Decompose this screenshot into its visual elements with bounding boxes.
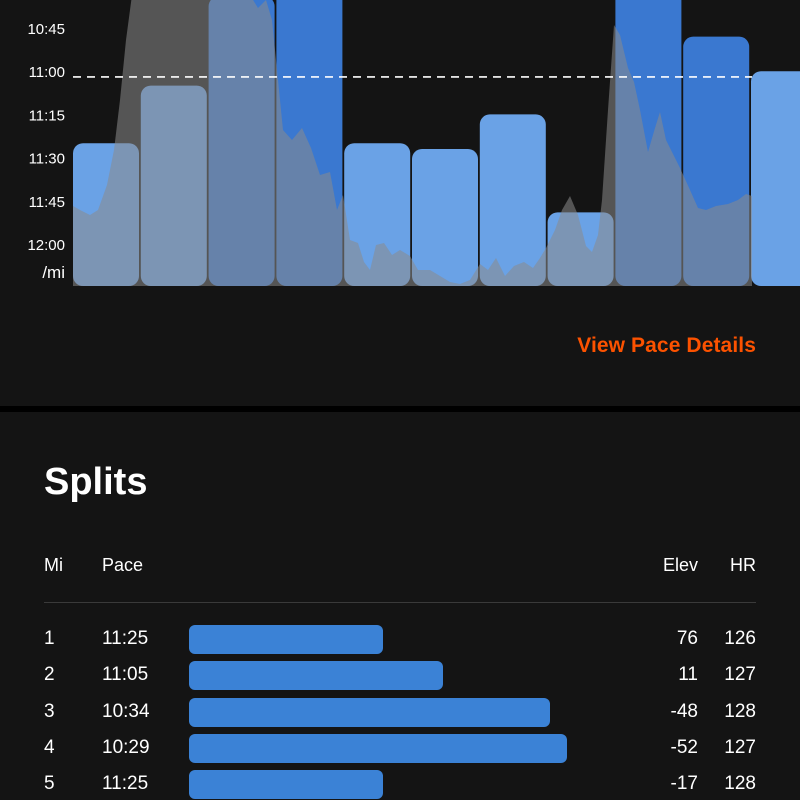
split-pace: 11:25 <box>102 773 149 795</box>
y-axis-ticks: 10:45 11:00 11:15 11:30 11:45 12:00 <box>27 21 65 254</box>
pace-bar[interactable] <box>479 114 546 287</box>
split-pace: 10:34 <box>102 700 150 722</box>
y-axis-unit: /mi <box>42 263 65 282</box>
split-mile: 3 <box>44 700 55 722</box>
y-tick-label: 10:45 <box>27 21 65 38</box>
split-mile: 1 <box>44 628 55 649</box>
pace-bar[interactable] <box>344 143 411 286</box>
split-heart-rate: 128 <box>724 700 756 722</box>
header-hr: HR <box>730 555 756 575</box>
y-tick-label: 12:00 <box>27 237 65 254</box>
split-pace-bar-track <box>189 733 619 763</box>
split-pace-bar <box>189 625 383 654</box>
split-pace-bar <box>189 770 383 800</box>
split-mile: 2 <box>44 664 55 686</box>
view-pace-details-link[interactable]: View Pace Details <box>577 334 756 357</box>
y-tick-label: 11:30 <box>29 151 65 168</box>
y-tick-label: 11:45 <box>29 194 65 211</box>
split-row[interactable]: 5 11:25 -17 128 <box>44 766 756 800</box>
split-row[interactable]: 4 10:29 -52 127 <box>44 730 756 766</box>
splits-title: Splits <box>44 461 148 503</box>
split-pace: 10:29 <box>102 736 150 758</box>
pace-bar[interactable] <box>751 71 800 286</box>
split-pace: 11:05 <box>102 664 149 686</box>
split-pace-bar <box>189 697 551 727</box>
section-divider <box>0 406 800 412</box>
split-pace-bar <box>189 733 568 763</box>
split-elevation: -52 <box>670 736 698 758</box>
split-elevation: -17 <box>670 773 698 795</box>
pace-bar[interactable] <box>412 148 478 286</box>
split-pace-bar-track <box>189 770 619 800</box>
split-mile: 5 <box>44 773 55 795</box>
y-tick-label: 11:15 <box>29 107 65 124</box>
split-heart-rate: 128 <box>724 773 756 795</box>
split-row[interactable]: 2 11:05 11 127 <box>44 657 756 693</box>
splits-table: 1 11:25 76 126 2 11:05 11 127 3 10:34 -4… <box>44 621 756 800</box>
pace-chart[interactable]: 10:45 11:00 11:15 11:30 11:45 12:00 /mi <box>0 0 800 300</box>
split-heart-rate: 127 <box>724 664 756 686</box>
header-elev: Elev <box>662 555 698 575</box>
splits-header: Mi Pace Elev HR <box>44 555 756 579</box>
split-pace-bar-track <box>189 661 619 691</box>
split-pace-bar-track <box>189 697 619 727</box>
split-mile: 4 <box>44 736 55 758</box>
split-row[interactable]: 1 11:25 76 126 <box>44 621 756 657</box>
split-heart-rate: 126 <box>724 628 756 649</box>
elevation-area <box>73 0 752 286</box>
split-pace-bar-track <box>189 625 619 654</box>
splits-divider <box>44 602 756 603</box>
split-pace-bar <box>189 661 443 691</box>
split-row[interactable]: 3 10:34 -48 128 <box>44 694 756 730</box>
split-pace: 11:25 <box>102 628 149 649</box>
header-pace: Pace <box>102 555 144 575</box>
split-elevation: 11 <box>678 664 698 686</box>
y-tick-label: 11:00 <box>29 64 65 81</box>
header-mi: Mi <box>44 555 63 575</box>
split-elevation: 76 <box>676 628 698 649</box>
split-heart-rate: 127 <box>724 736 756 758</box>
split-elevation: -48 <box>670 700 698 722</box>
